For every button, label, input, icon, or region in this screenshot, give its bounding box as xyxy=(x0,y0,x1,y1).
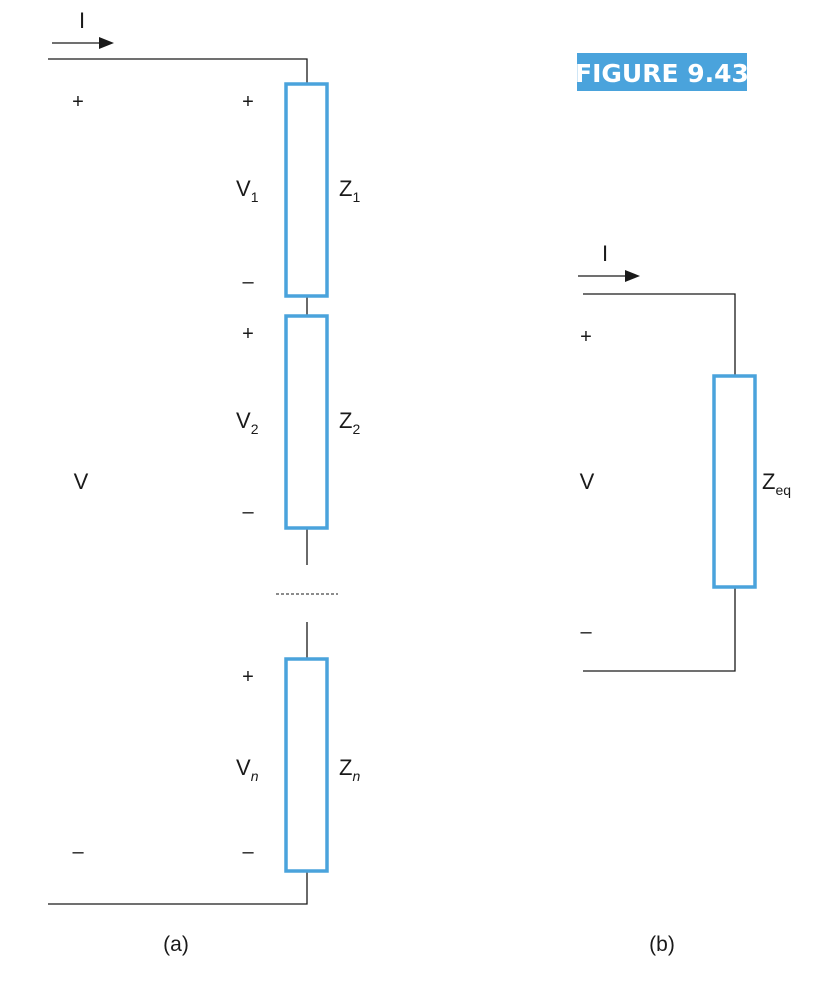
caption-b: (b) xyxy=(649,933,675,956)
element-1-impedance: Z1 xyxy=(339,176,360,205)
top-wire-b xyxy=(583,293,736,376)
current-label-b: I xyxy=(602,241,608,266)
element-2-impedance: Z2 xyxy=(339,408,360,437)
source-plus-b: + xyxy=(580,326,592,348)
element-n-voltage: Vn xyxy=(236,755,259,784)
element-2-plus: + xyxy=(242,323,254,345)
element-n-minus: – xyxy=(242,841,254,863)
element-1-plus: + xyxy=(242,91,254,113)
arrow-head-icon xyxy=(99,37,114,49)
panel-a: I + V – + V1 – Z1 + V2 – Z2 xyxy=(48,8,360,956)
element-1-minus: – xyxy=(242,271,254,293)
element-n-plus: + xyxy=(242,666,254,688)
element-1-voltage: V1 xyxy=(236,176,259,205)
panel-b: I + V – Zeq (b) xyxy=(578,241,791,956)
source-plus-a: + xyxy=(72,91,84,113)
element-2-minus: – xyxy=(242,501,254,523)
source-minus-a: – xyxy=(72,841,84,863)
impedance-zn xyxy=(284,657,329,873)
figure-label-background xyxy=(577,53,747,91)
impedance-zeq xyxy=(712,374,757,589)
top-wire-a xyxy=(48,58,308,84)
source-minus-b: – xyxy=(580,621,592,643)
bottom-wire-a xyxy=(48,871,308,905)
source-voltage-a: V xyxy=(74,469,89,494)
impedance-z1 xyxy=(284,82,329,298)
equivalent-impedance-label: Zeq xyxy=(762,469,791,498)
source-voltage-b: V xyxy=(580,469,595,494)
arrow-head-icon xyxy=(625,270,640,282)
element-n-impedance: Zn xyxy=(339,755,360,784)
impedance-z2 xyxy=(284,314,329,530)
current-label-a: I xyxy=(79,8,85,33)
current-arrow-a xyxy=(52,37,114,49)
current-arrow-b xyxy=(578,270,640,282)
figure-label: FIGURE 9.43 xyxy=(575,59,749,88)
figure-label-badge: FIGURE 9.43 xyxy=(575,53,749,91)
caption-a: (a) xyxy=(163,933,189,956)
bottom-wire-b xyxy=(583,587,736,672)
element-2-voltage: V2 xyxy=(236,408,259,437)
